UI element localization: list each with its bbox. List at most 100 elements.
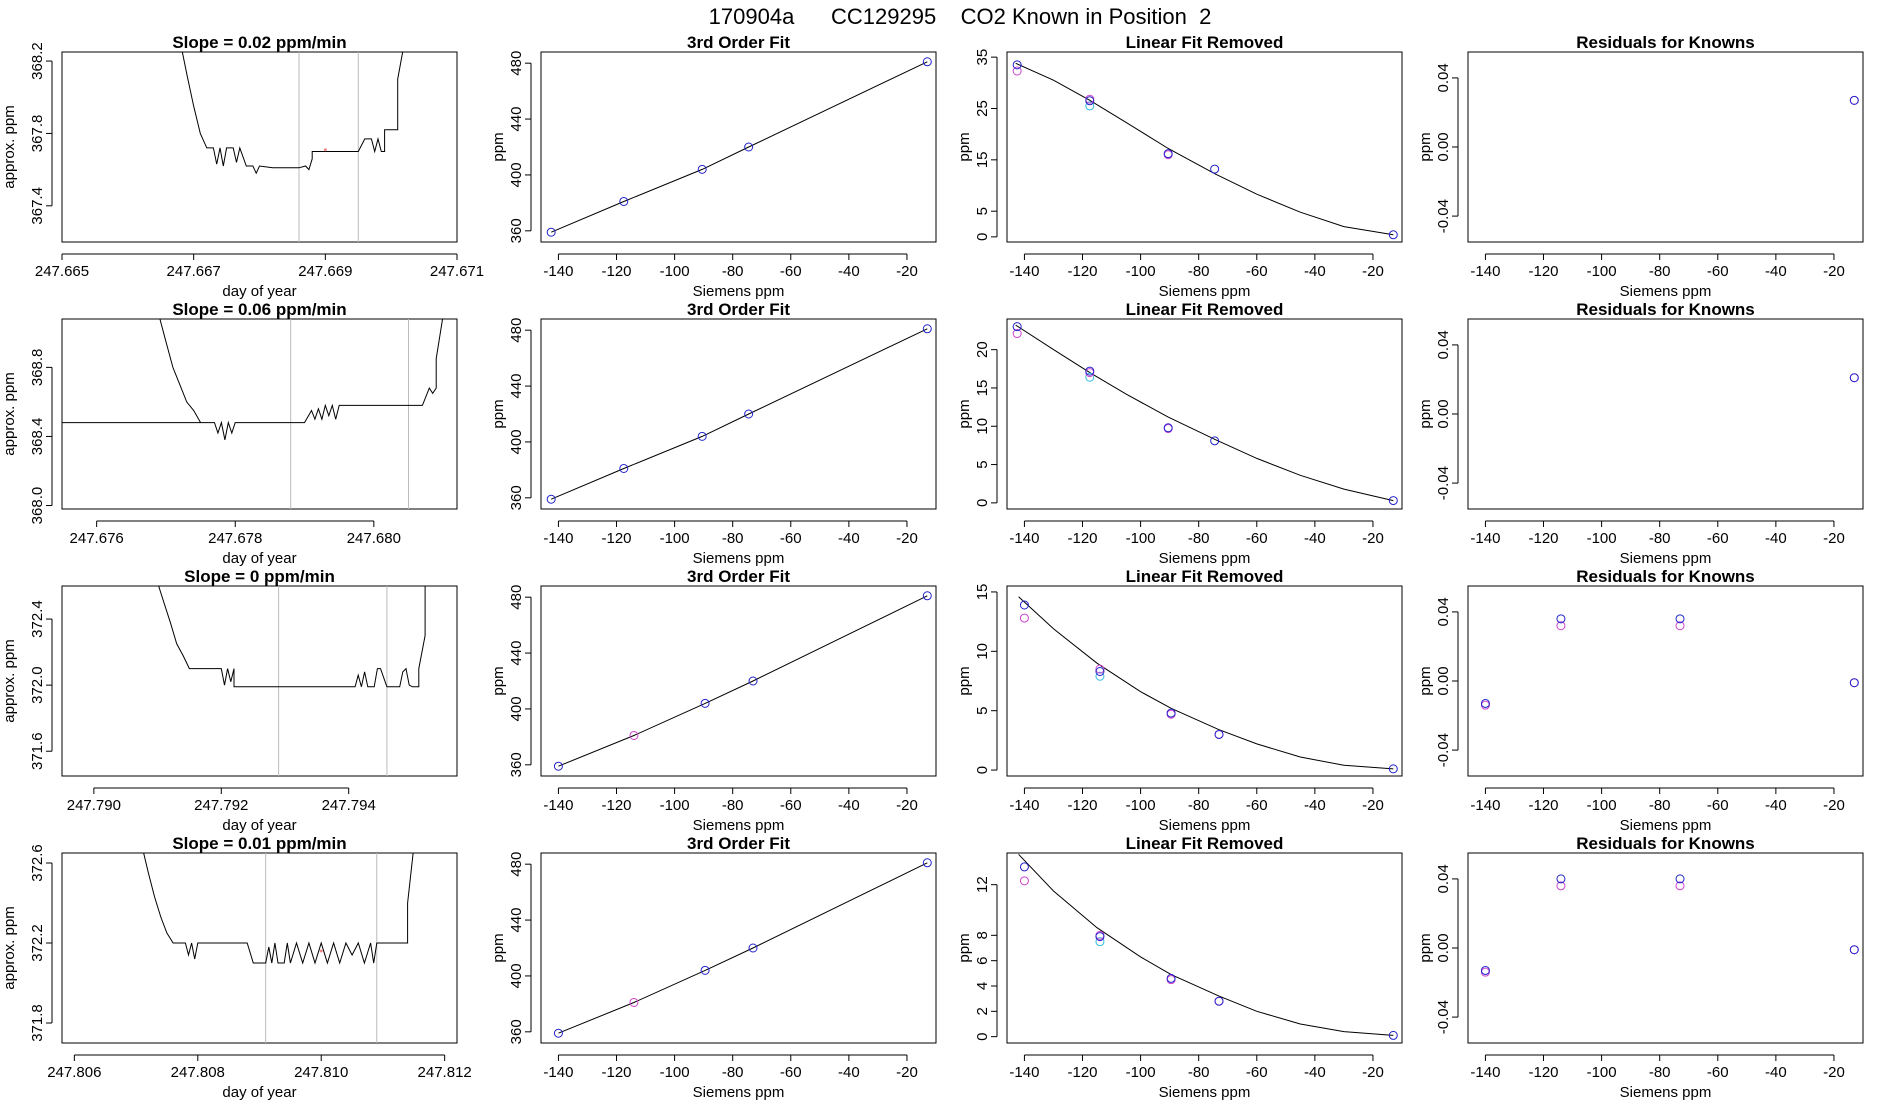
data-point — [1849, 95, 1859, 105]
x-tick-label: -120 — [601, 530, 631, 547]
chart-panel-r1-c2: Linear Fit Removed -140 -120 -100 -80 -60 -40 -… — [956, 300, 1403, 567]
data-point-cyan — [1085, 372, 1095, 382]
data-point — [1214, 729, 1224, 739]
x-tick-label: -120 — [1067, 1064, 1097, 1081]
x-tick-label: -140 — [543, 797, 573, 814]
y-axis-label: ppm — [1417, 666, 1434, 695]
plot-frame — [1467, 318, 1864, 510]
x-tick-label: -100 — [1126, 797, 1156, 814]
x-tick-label: -140 — [1470, 530, 1500, 547]
data-point-magenta — [1095, 664, 1105, 674]
chart-panel-r1-c1: 3rd Order Fit -140 -120 -100 -80 -60 -40 -20 Sie… — [490, 300, 937, 567]
x-tick-label: -40 — [1304, 797, 1326, 814]
fit-curve — [551, 61, 928, 233]
y-tick-label: 0 — [974, 499, 991, 507]
x-axis-label: Siemens ppm — [693, 817, 785, 834]
y-axis-label: ppm — [956, 666, 973, 695]
y-tick-label: 440 — [508, 374, 525, 399]
x-tick-label: -40 — [838, 263, 860, 280]
x-axis-label: Siemens ppm — [1159, 550, 1251, 567]
x-tick-label: -40 — [838, 530, 860, 547]
x-tick-label: -100 — [1126, 263, 1156, 280]
y-axis-label: ppm — [956, 399, 973, 428]
data-point — [1849, 678, 1859, 688]
plot-frame — [540, 585, 937, 777]
x-tick-label: -40 — [838, 797, 860, 814]
x-axis-label: Siemens ppm — [693, 550, 785, 567]
data-point-magenta — [1480, 967, 1490, 977]
data-point — [1019, 600, 1029, 610]
y-axis-label: approx. ppm — [1, 105, 18, 188]
plot-area — [1012, 60, 1398, 240]
data-point — [1556, 874, 1566, 884]
plot-area — [143, 853, 414, 1043]
data-point-magenta — [1556, 621, 1566, 631]
chart-title: Linear Fit Removed — [1126, 33, 1284, 52]
data-point — [697, 164, 707, 174]
x-tick-label: -120 — [1528, 1064, 1558, 1081]
plot-area — [158, 586, 426, 776]
y-tick-label: 367.4 — [29, 187, 46, 225]
x-tick-label: -60 — [1707, 797, 1729, 814]
y-tick-label: 372.2 — [29, 924, 46, 962]
plot-frame — [1006, 51, 1403, 243]
y-tick-label: 0 — [974, 233, 991, 241]
fit-curve — [1015, 62, 1394, 236]
plot-frame — [1467, 51, 1864, 243]
data-point — [922, 324, 932, 334]
x-tick-label: -100 — [1587, 797, 1617, 814]
y-tick-label: 0.04 — [1435, 864, 1452, 893]
x-tick-label: -60 — [1707, 530, 1729, 547]
x-tick-label: -100 — [660, 797, 690, 814]
plot-frame — [1006, 585, 1403, 777]
data-point-magenta — [629, 997, 639, 1007]
x-tick-label: -40 — [1304, 1064, 1326, 1081]
data-point — [748, 943, 758, 953]
chart-panel-r0-c1: 3rd Order Fit -140 -120 -100 -80 -60 -40 -20 Sie… — [490, 33, 937, 300]
plot-area — [553, 858, 932, 1038]
data-point — [619, 463, 629, 473]
data-point-magenta — [1012, 329, 1022, 339]
x-tick-label: -140 — [543, 263, 573, 280]
chart-title: Linear Fit Removed — [1126, 567, 1284, 586]
chart-title: Residuals for Knowns — [1576, 834, 1755, 853]
chart-panel-r1-c3: Residuals for Knowns -140 -120 -100 -80 -60 -4… — [1417, 300, 1864, 567]
y-tick-label: 371.8 — [29, 1004, 46, 1042]
y-tick-label: -0.04 — [1435, 1000, 1452, 1034]
y-axis-label: approx. ppm — [1, 639, 18, 722]
x-axis-label: day of year — [222, 283, 296, 300]
x-tick-label: -40 — [1765, 1064, 1787, 1081]
data-point — [553, 1028, 563, 1038]
x-tick-label: -80 — [1649, 797, 1671, 814]
y-tick-label: 0.04 — [1435, 330, 1452, 359]
y-tick-label: 35 — [974, 49, 991, 66]
chart-title: Linear Fit Removed — [1126, 834, 1284, 853]
plot-frame — [1467, 585, 1864, 777]
x-tick-label: -100 — [660, 263, 690, 280]
y-tick-label: 6 — [974, 956, 991, 964]
x-tick-label: -20 — [1823, 797, 1845, 814]
x-tick-label: 247.794 — [322, 797, 376, 814]
data-point — [1849, 945, 1859, 955]
chart-title: Residuals for Knowns — [1576, 300, 1755, 319]
x-tick-label: -60 — [1707, 1064, 1729, 1081]
x-axis-label: day of year — [222, 817, 296, 834]
x-tick-label: -100 — [1587, 263, 1617, 280]
x-tick-label: -80 — [722, 530, 744, 547]
x-tick-label: -140 — [543, 1064, 573, 1081]
plot-frame — [1006, 318, 1403, 510]
x-tick-label: -20 — [896, 263, 918, 280]
data-point — [748, 676, 758, 686]
x-tick-label: -60 — [780, 797, 802, 814]
x-tick-label: -120 — [601, 263, 631, 280]
x-tick-label: -20 — [1823, 530, 1845, 547]
y-tick-label: 0.00 — [1435, 933, 1452, 962]
data-point — [1388, 230, 1398, 240]
plot-frame — [61, 318, 458, 510]
x-tick-label: -100 — [1126, 1064, 1156, 1081]
fit-curve — [1018, 596, 1394, 770]
chart-title: Slope = 0.02 ppm/min — [172, 33, 346, 52]
y-tick-label: 368.2 — [29, 42, 46, 80]
plot-frame — [1006, 852, 1403, 1044]
x-axis-label: Siemens ppm — [1159, 283, 1251, 300]
